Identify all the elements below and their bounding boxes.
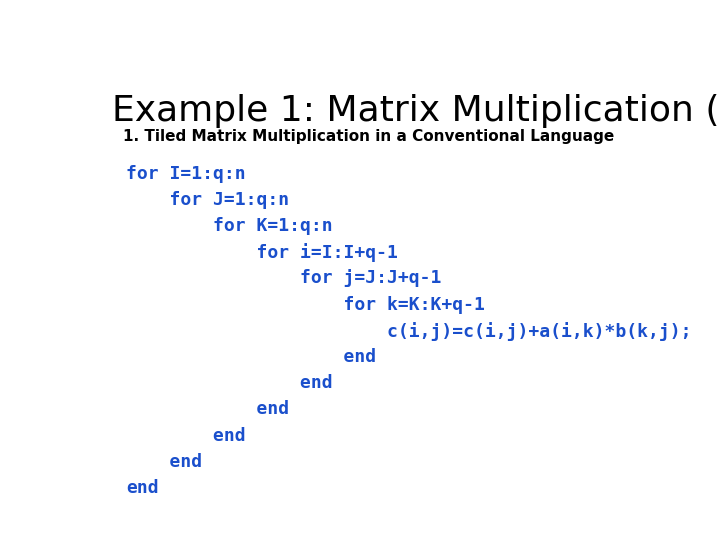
Text: end: end: [126, 400, 289, 418]
Text: end: end: [126, 348, 377, 366]
Text: end: end: [126, 479, 159, 497]
Text: end: end: [126, 453, 202, 471]
Text: for I=1:q:n: for I=1:q:n: [126, 165, 246, 183]
Text: for k=K:K+q-1: for k=K:K+q-1: [126, 295, 485, 314]
Text: end: end: [126, 427, 246, 444]
Text: end: end: [126, 374, 333, 392]
Text: for j=J:J+q-1: for j=J:J+q-1: [126, 269, 441, 287]
Text: for J=1:q:n: for J=1:q:n: [126, 191, 289, 209]
Text: c(i,j)=c(i,j)+a(i,k)*b(k,j);: c(i,j)=c(i,j)+a(i,k)*b(k,j);: [126, 322, 692, 341]
Text: for K=1:q:n: for K=1:q:n: [126, 217, 333, 235]
Text: 1. Tiled Matrix Multiplication in a Conventional Language: 1. Tiled Matrix Multiplication in a Conv…: [123, 129, 615, 144]
Text: for i=I:I+q-1: for i=I:I+q-1: [126, 243, 398, 262]
Text: Example 1: Matrix Multiplication (1 of 4): Example 1: Matrix Multiplication (1 of 4…: [112, 94, 720, 128]
